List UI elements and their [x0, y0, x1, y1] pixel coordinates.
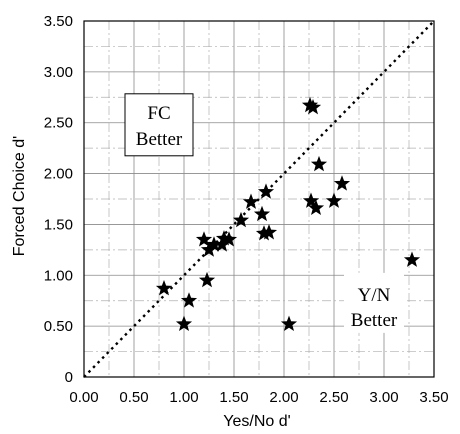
y-tick-label: 3.00 [44, 64, 73, 81]
data-point-star [242, 193, 260, 209]
plot-area-frame [83, 20, 435, 378]
fc-better-box [124, 93, 194, 157]
data-point-star [310, 155, 328, 172]
y-tick-labels: 0 0.50 1.00 1.50 2.00 2.50 3.00 3.50 [44, 13, 73, 386]
x-tick-label: 3.50 [419, 389, 448, 406]
y-tick-label: 2.00 [44, 166, 73, 183]
fc-better-annotation: FC Better [124, 93, 194, 157]
yn-better-label-line2: Better [351, 310, 398, 331]
data-point-star [302, 192, 320, 208]
x-tick-label: 3.00 [369, 389, 398, 406]
x-tick-label: 1.00 [169, 389, 198, 406]
data-points [155, 96, 421, 331]
data-point-star [280, 315, 298, 331]
data-point-star [198, 271, 216, 288]
yn-better-box [344, 272, 404, 333]
y-tick-label: 2.50 [44, 115, 73, 132]
y-axis-title: Forced Choice d' [11, 136, 28, 256]
data-point-star [155, 280, 173, 296]
data-point-star [255, 225, 273, 241]
data-point-star [200, 241, 218, 257]
y-tick-label: 3.50 [44, 13, 73, 30]
x-tick-label: 2.00 [269, 389, 298, 406]
fc-better-label-line2: Better [136, 129, 183, 150]
x-tick-label: 0.00 [69, 389, 98, 406]
x-tick-label: 1.50 [219, 389, 248, 406]
x-axis-title: Yes/No d' [223, 413, 290, 430]
data-point-star [195, 231, 213, 247]
x-tick-label: 0.50 [119, 389, 148, 406]
diagonal-reference-line [83, 20, 435, 378]
y-tick-label: 1.00 [44, 267, 73, 284]
data-point-star [253, 205, 271, 222]
data-point-star [304, 98, 322, 115]
data-point-star [232, 211, 250, 228]
data-point-star [307, 199, 325, 216]
x-tick-label: 2.50 [319, 389, 348, 406]
yn-better-label-line1: Y/N [358, 285, 391, 306]
data-point-star [257, 183, 275, 199]
x-tick-labels: 0.00 0.50 1.00 1.50 2.00 2.50 3.00 3.50 [69, 389, 448, 406]
data-point-star [180, 292, 198, 308]
y-tick-label: 1.50 [44, 216, 73, 233]
data-point-star [333, 175, 351, 191]
data-point-star [205, 236, 223, 252]
data-point-star [325, 192, 343, 208]
y-tick-label: 0.50 [44, 318, 73, 335]
data-point-star [175, 315, 193, 331]
yn-better-annotation: Y/N Better [344, 272, 404, 333]
data-point-star [213, 236, 231, 252]
y-tick-label: 0 [65, 369, 73, 386]
data-point-star [260, 224, 278, 240]
fc-better-label-line1: FC [147, 103, 170, 124]
data-point-star [403, 251, 421, 267]
data-point-star [220, 231, 238, 247]
